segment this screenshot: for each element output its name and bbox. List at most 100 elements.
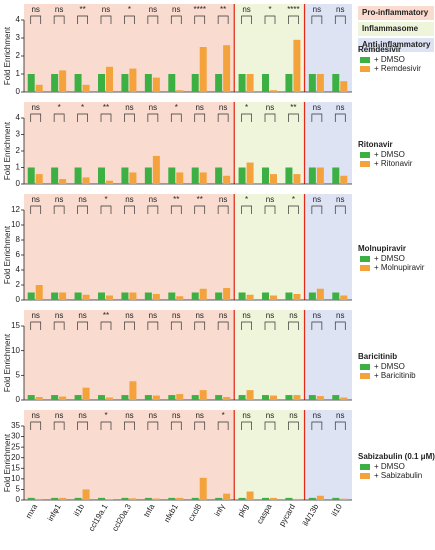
bar [316, 495, 324, 500]
legend-swatch [360, 152, 370, 158]
bar [82, 177, 90, 184]
y-tick-label: 0 [16, 295, 21, 304]
legend-title: Ritonavir [358, 140, 393, 149]
significance: ** [103, 103, 109, 112]
significance: ns [125, 411, 133, 420]
bar [316, 74, 324, 92]
bracket [30, 205, 42, 214]
bracket [334, 15, 346, 24]
bracket [194, 205, 206, 214]
significance: ns [55, 195, 63, 204]
bar [106, 180, 113, 184]
bracket [241, 15, 252, 24]
bar [121, 497, 129, 500]
y-tick-label: 1 [16, 69, 21, 78]
bar [308, 292, 316, 300]
bar [35, 397, 43, 400]
y-axis-label: Fold Enrichment [3, 433, 12, 492]
bracket [217, 113, 229, 122]
significance: ns [149, 411, 157, 420]
bar [285, 395, 293, 400]
y-tick-label: 4 [16, 15, 21, 24]
bracket [53, 205, 65, 214]
bracket [264, 421, 276, 430]
bar [129, 68, 137, 92]
x-tick-label: il4/13b [301, 502, 321, 527]
bracket [194, 15, 206, 24]
group-legend-box [358, 22, 434, 36]
bar [121, 395, 129, 400]
bar [340, 175, 348, 184]
y-tick-label: 5 [16, 485, 21, 494]
bar [191, 167, 199, 184]
bar [27, 292, 35, 300]
bracket [53, 321, 65, 330]
bar [332, 395, 340, 400]
significance: ns [195, 103, 203, 112]
bar [262, 167, 269, 184]
bracket [53, 15, 65, 24]
y-tick-label: 30 [11, 432, 20, 441]
significance: * [245, 195, 248, 204]
bar [74, 497, 82, 500]
bracket [147, 113, 159, 122]
bar [215, 167, 223, 184]
bar [223, 45, 231, 92]
bar [152, 395, 160, 400]
bracket [264, 15, 276, 24]
y-tick-label: 20 [11, 453, 20, 462]
bracket [170, 15, 182, 24]
significance: ns [55, 411, 63, 420]
bracket [147, 15, 159, 24]
significance: ns [195, 311, 203, 320]
bar [246, 74, 254, 92]
bar [176, 172, 184, 184]
legend-label: + DMSO [374, 55, 405, 64]
y-tick-label: 10 [11, 346, 20, 355]
bracket [241, 113, 252, 122]
legend-label: + DMSO [374, 254, 405, 263]
y-tick-label: 8 [16, 235, 21, 244]
significance: ns [219, 311, 227, 320]
bar [340, 295, 348, 300]
bar [176, 497, 184, 500]
bar [51, 497, 59, 500]
legend-title: Baricitinib [358, 352, 397, 361]
bar [223, 397, 231, 400]
significance: ** [290, 103, 296, 112]
bracket [217, 15, 229, 24]
bracket [100, 205, 112, 214]
y-axis-label: Fold Enrichment [3, 26, 12, 85]
bracket [53, 421, 65, 430]
bar [98, 292, 105, 300]
bracket [147, 421, 159, 430]
x-tick-label: il1b [72, 502, 86, 518]
bracket [30, 421, 42, 430]
bar [293, 395, 301, 400]
bracket [311, 15, 323, 24]
group-legend-label: Pro-inflammatory [362, 8, 429, 17]
legend-label: + DMSO [374, 462, 405, 471]
legend-swatch [360, 57, 370, 63]
group-zone [234, 310, 306, 400]
bracket [241, 421, 252, 430]
legend-swatch [360, 161, 370, 167]
significance: ns [31, 103, 39, 112]
bar [176, 296, 184, 300]
bar [144, 395, 152, 400]
significance: ns [266, 195, 274, 204]
bar [293, 39, 301, 92]
y-tick-label: 0 [16, 495, 21, 504]
significance: ns [313, 103, 321, 112]
bar [340, 498, 348, 500]
bar [191, 292, 199, 300]
x-tick-label: infφ1 [46, 502, 63, 523]
bar [270, 174, 277, 184]
bar [129, 498, 137, 500]
y-tick-label: 25 [11, 442, 20, 451]
x-tick-label: tnfa [142, 502, 157, 519]
bar [82, 294, 90, 300]
legend-label: + Sabizabulin [374, 471, 422, 480]
bar [285, 497, 293, 500]
